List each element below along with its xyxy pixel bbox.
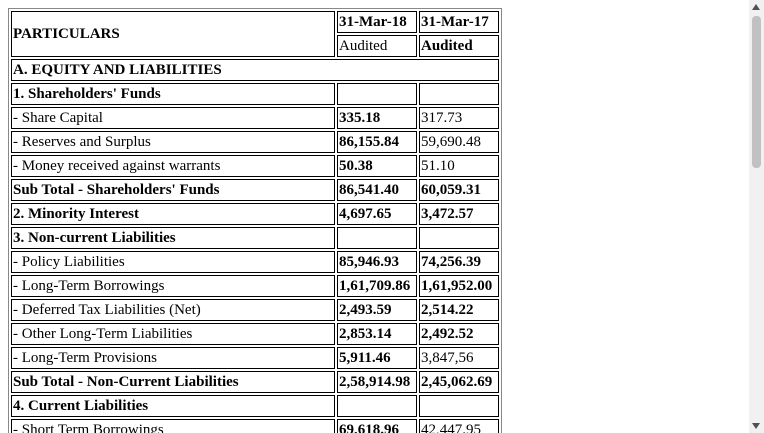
value-cell: 2,492.52 (419, 323, 499, 345)
row-label: 3. Non-current Liabilities (11, 227, 335, 249)
value-cell: 2,853.14 (337, 323, 417, 345)
table-row: Sub Total - Non-Current Liabilities 2,58,… (11, 371, 499, 393)
empty-cell (337, 227, 417, 249)
header-row: PARTICULARS 31-Mar-18 31-Mar-17 (11, 11, 499, 57)
value-cell: 1,61,952.00 (419, 275, 499, 297)
scroll-up[interactable] (752, 4, 760, 10)
header-cell: 31-Mar-18 (337, 11, 417, 33)
table-row: - Share Capital 335.18 317.73 (11, 107, 499, 129)
row-label: - Long-Term Provisions (11, 347, 335, 369)
empty-cell (419, 83, 499, 105)
table-row: - Long-Term Borrowings 1,61,709.86 1,61,95… (11, 275, 499, 297)
row-label: Sub Total - Non-Current Liabilities (11, 371, 335, 393)
value-cell: 69,618.96 (337, 419, 417, 433)
row-label: - Other Long-Term Liabilities (11, 323, 335, 345)
table-row: 4. Current Liabilities (11, 395, 499, 417)
table-row: A. EQUITY AND LIABILITIES (11, 59, 499, 81)
row-label: - Policy Liabilities (11, 251, 335, 273)
table-row: - Short Term Borrowings 69,618.96 42,447.9… (11, 419, 499, 433)
row-label: A. EQUITY AND LIABILITIES (11, 59, 499, 81)
value-cell: 50.38 (337, 155, 417, 177)
row-label: - Long-Term Borrowings (11, 275, 335, 297)
value-cell: 42,447.95 (419, 419, 499, 433)
empty-cell (337, 395, 417, 417)
value-cell: 74,256.39 (419, 251, 499, 273)
table-body: PARTICULARS 31-Mar-18 31-Mar-17 Audited … (11, 11, 499, 433)
row-label: 1. Shareholders' Funds (11, 83, 335, 105)
value-cell: 2,514.22 (419, 299, 499, 321)
value-cell: 5,911.46 (337, 347, 417, 369)
value-cell: 2,45,062.69 (419, 371, 499, 393)
row-label: - Short Term Borrowings (11, 419, 335, 433)
scrollbar[interactable] (749, 0, 764, 433)
value-cell: 3,472.57 (419, 203, 499, 225)
table-row: - Deferred Tax Liabilities (Net) 2,493.59… (11, 299, 499, 321)
row-label: - Share Capital (11, 107, 335, 129)
table-row: Sub Total - Shareholders' Funds 86,541.40… (11, 179, 499, 201)
value-cell: 1,61,709.86 (337, 275, 417, 297)
scroll-down[interactable] (752, 423, 760, 429)
row-label: - Reserves and Surplus (11, 131, 335, 153)
value-cell: 51.10 (419, 155, 499, 177)
table-row: - Other Long-Term Liabilities 2,853.14 2,4… (11, 323, 499, 345)
value-cell: 2,58,914.98 (337, 371, 417, 393)
row-label: 4. Current Liabilities (11, 395, 335, 417)
value-cell: 86,155.84 (337, 131, 417, 153)
empty-cell (337, 83, 417, 105)
value-cell: 3,847,56 (419, 347, 499, 369)
header-cell: PARTICULARS (11, 11, 335, 57)
table-row: - Long-Term Provisions 5,911.46 3,847,56 (11, 347, 499, 369)
table-row: - Reserves and Surplus 86,155.84 59,690.48 (11, 131, 499, 153)
table-row: 3. Non-current Liabilities (11, 227, 499, 249)
row-label: Sub Total - Shareholders' Funds (11, 179, 335, 201)
header-cell: 31-Mar-17 (419, 11, 499, 33)
value-cell: 85,946.93 (337, 251, 417, 273)
header-row: Audited Audited (11, 35, 499, 57)
scroll-thumb[interactable] (752, 16, 761, 168)
row-label: - Deferred Tax Liabilities (Net) (11, 299, 335, 321)
value-cell: 86,541.40 (337, 179, 417, 201)
value-cell: 60,059.31 (419, 179, 499, 201)
row-label: - Money received against warrants (11, 155, 335, 177)
value-cell: 4,697.65 (337, 203, 417, 225)
row-label: 2. Minority Interest (11, 203, 335, 225)
table-row: 2. Minority Interest 4,697.65 3,472.57 (11, 203, 499, 225)
empty-cell (419, 395, 499, 417)
table-row: - Policy Liabilities 85,946.93 74,256.39 (11, 251, 499, 273)
value-cell: 335.18 (337, 107, 417, 129)
empty-cell (419, 227, 499, 249)
header-cell: Audited (419, 35, 499, 57)
value-cell: 59,690.48 (419, 131, 499, 153)
table-row: 1. Shareholders' Funds (11, 83, 499, 105)
value-cell: 2,493.59 (337, 299, 417, 321)
value-cell: 317.73 (419, 107, 499, 129)
financial-table: PARTICULARS 31-Mar-18 31-Mar-17 Audited … (8, 8, 502, 433)
header-cell: Audited (337, 35, 417, 57)
table-row: - Money received against warrants 50.38 51… (11, 155, 499, 177)
